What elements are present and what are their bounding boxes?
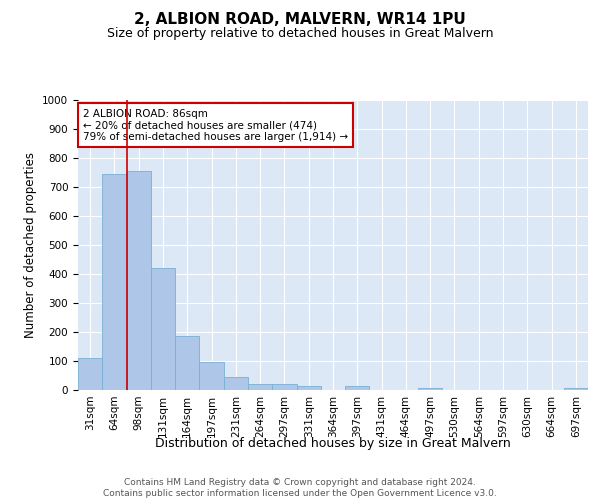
Y-axis label: Number of detached properties: Number of detached properties	[23, 152, 37, 338]
Text: 2, ALBION ROAD, MALVERN, WR14 1PU: 2, ALBION ROAD, MALVERN, WR14 1PU	[134, 12, 466, 28]
Bar	[199, 362, 224, 390]
Bar	[272, 384, 296, 390]
Bar	[151, 268, 175, 390]
Bar	[102, 174, 127, 390]
Bar	[345, 386, 370, 390]
Bar	[78, 358, 102, 390]
Bar	[224, 377, 248, 390]
Text: Contains HM Land Registry data © Crown copyright and database right 2024.
Contai: Contains HM Land Registry data © Crown c…	[103, 478, 497, 498]
Bar	[127, 171, 151, 390]
Bar	[564, 388, 588, 390]
Text: Distribution of detached houses by size in Great Malvern: Distribution of detached houses by size …	[155, 438, 511, 450]
Bar	[418, 388, 442, 390]
Bar	[296, 386, 321, 390]
Text: 2 ALBION ROAD: 86sqm
← 20% of detached houses are smaller (474)
79% of semi-deta: 2 ALBION ROAD: 86sqm ← 20% of detached h…	[83, 108, 348, 142]
Text: Size of property relative to detached houses in Great Malvern: Size of property relative to detached ho…	[107, 28, 493, 40]
Bar	[175, 336, 199, 390]
Bar	[248, 384, 272, 390]
